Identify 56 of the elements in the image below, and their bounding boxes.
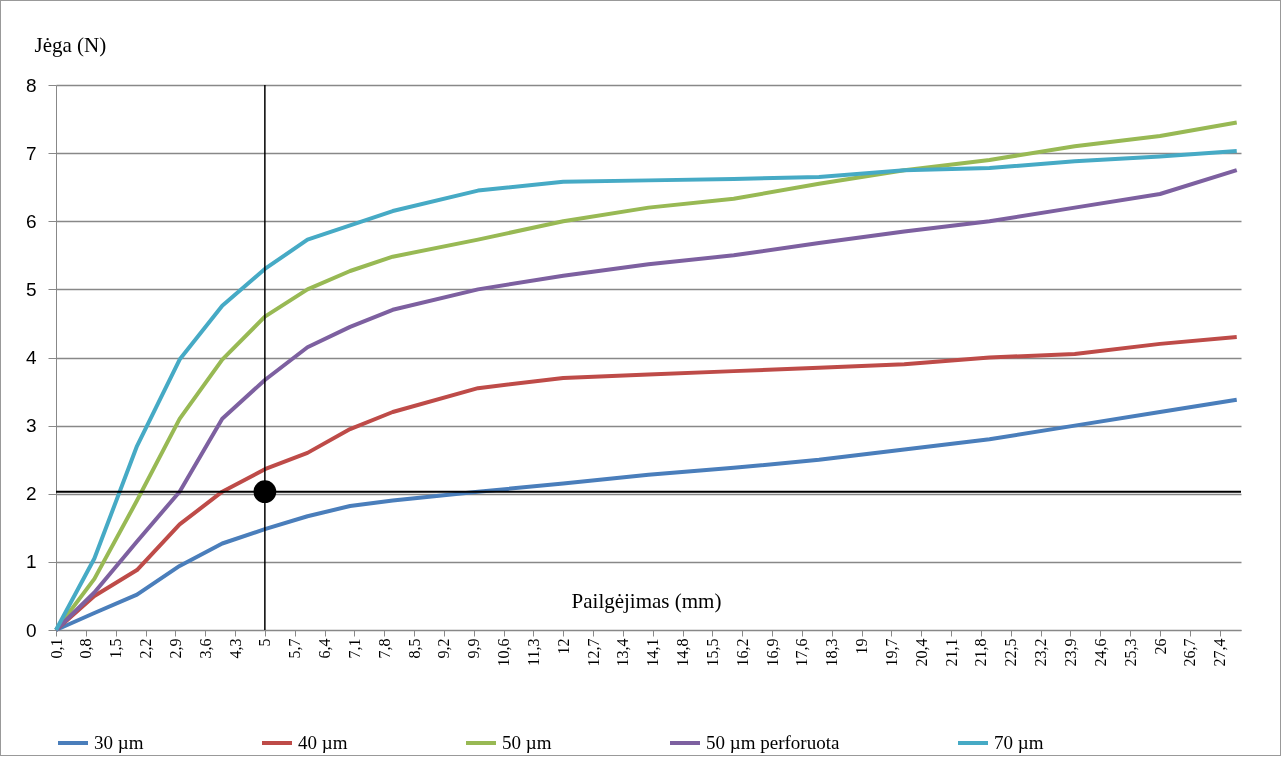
y-tick-label: 6: [25, 210, 37, 232]
x-tick-label: 16,9: [763, 638, 781, 667]
x-tick-label: 26,7: [1181, 638, 1199, 667]
x-tick-label: 24,6: [1091, 638, 1109, 667]
legend-label: 70 µm: [994, 732, 1044, 753]
x-tick-label: 14,1: [644, 638, 662, 667]
x-tick-label: 0,1: [47, 638, 65, 659]
x-tick-label: 22,5: [1002, 638, 1020, 667]
x-axis-title: Pailgėjimas (mm): [571, 588, 722, 613]
legend-label: 40 µm: [298, 732, 348, 753]
x-tick-label: 15,5: [703, 638, 721, 667]
y-tick-label: 3: [25, 415, 37, 437]
x-tick-label: 9,9: [465, 638, 483, 659]
x-tick-label: 3,6: [196, 638, 214, 659]
y-tick-label: 0: [25, 619, 37, 641]
x-tick-label: 17,6: [793, 638, 811, 667]
x-tick-label: 19,7: [882, 638, 900, 667]
y-tick-label: 1: [25, 551, 37, 573]
x-tick-label: 2,9: [166, 638, 184, 659]
x-tick-label: 6,4: [316, 638, 334, 659]
x-tick-label: 21,8: [972, 638, 990, 667]
y-tick-label: 5: [25, 278, 37, 300]
x-tick-label: 0,8: [77, 638, 95, 659]
x-tick-label: 20,4: [912, 638, 930, 667]
x-tick-label: 4,3: [226, 638, 244, 659]
x-tick-label: 23,2: [1032, 638, 1050, 667]
x-tick-label: 12,7: [584, 638, 602, 667]
x-tick-label: 13,4: [614, 638, 632, 667]
x-tick-label: 23,9: [1062, 638, 1079, 667]
x-tick-label: 19: [853, 638, 871, 655]
y-axis-title: Jėga (N): [34, 32, 107, 57]
x-tick-label: 11,3: [524, 638, 542, 666]
x-tick-label: 5,7: [286, 638, 304, 659]
x-tick-label: 1,5: [107, 638, 125, 659]
x-tick-label: 21,1: [942, 638, 960, 667]
x-tick-label: 18,3: [823, 638, 841, 667]
x-tick-label: 7,8: [375, 638, 393, 659]
x-tick-label: 7,1: [345, 638, 363, 659]
y-tick-label: 2: [25, 483, 37, 505]
x-tick-label: 9,2: [435, 638, 453, 659]
y-tick-label: 7: [25, 142, 37, 164]
x-tick-label: 5: [256, 638, 274, 647]
x-tick-label: 8,5: [405, 638, 423, 659]
y-tick-label: 8: [25, 74, 37, 96]
x-tick-label: 16,2: [733, 638, 751, 667]
x-tick-label: 26: [1151, 638, 1169, 655]
x-tick-label: 14,8: [674, 638, 692, 667]
x-tick-label: 10,6: [495, 638, 513, 667]
x-tick-label: 27,4: [1211, 638, 1229, 667]
legend-label: 50 µm: [502, 732, 552, 753]
y-tick-label: 4: [25, 347, 37, 368]
legend-label: 30 µm: [94, 732, 144, 753]
x-tick-label: 2,2: [137, 638, 155, 659]
legend-label: 50 µm perforuota: [706, 732, 840, 753]
x-tick-label: 12: [554, 638, 572, 655]
x-tick-label: 25,3: [1121, 638, 1139, 667]
